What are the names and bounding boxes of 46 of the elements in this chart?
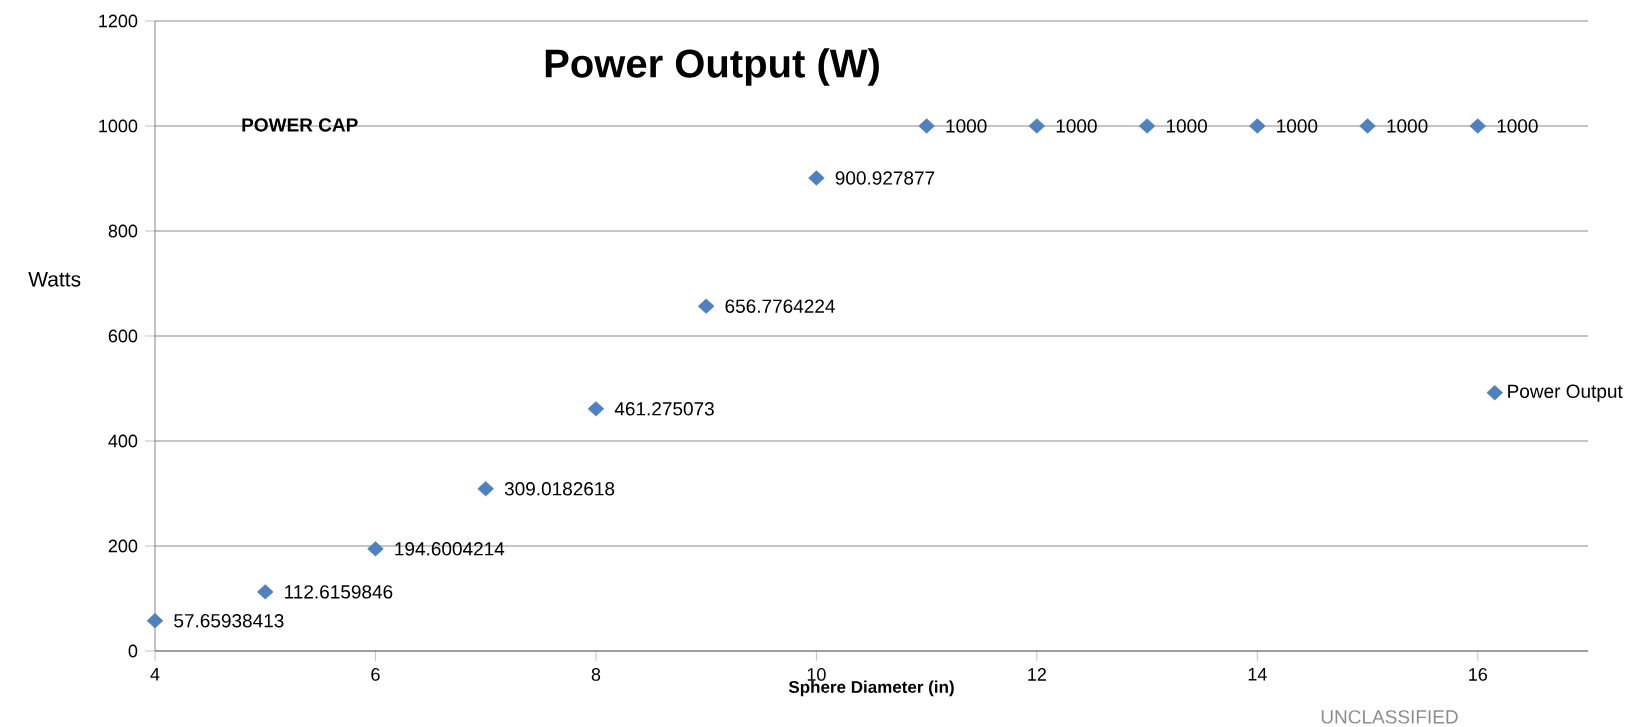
data-label: 194.6004214 [395, 542, 505, 556]
point [918, 118, 935, 134]
y-tick-label: 400 [108, 434, 138, 448]
data-label: 57.65938413 [174, 614, 284, 628]
point [1469, 118, 1487, 134]
y-tick-label: 800 [108, 224, 138, 238]
x-tick-label: 10 [807, 668, 826, 681]
point [367, 541, 384, 557]
point [587, 401, 605, 417]
point [808, 170, 825, 186]
data-label: 1000 [1277, 119, 1318, 133]
y-tick-label: 1200 [99, 14, 138, 28]
point [1028, 118, 1046, 134]
data-label: 900.927877 [835, 171, 935, 185]
data-label: 1000 [946, 119, 987, 133]
x-tick-label: 14 [1248, 668, 1267, 681]
x-axis-title: Sphere Diameter (in) [788, 680, 954, 697]
point [1359, 118, 1376, 134]
annotation: POWER CAP [242, 118, 358, 132]
x-tick-label: 12 [1028, 668, 1046, 681]
y-tick-label: 200 [108, 539, 138, 553]
data-label: 1000 [1497, 119, 1538, 133]
data-label: 112.6159846 [285, 585, 393, 599]
y-tick-label: 0 [128, 644, 138, 658]
data-label: 1000 [1166, 119, 1207, 133]
x-tick-label: 16 [1469, 668, 1488, 681]
y-tick-label: 1000 [99, 119, 138, 133]
point [477, 481, 494, 497]
y-tick-label: 600 [108, 329, 138, 343]
x-tick-label: 6 [371, 668, 380, 681]
text: UNCLASSIFIED [1321, 710, 1458, 724]
point [1138, 118, 1156, 134]
point [1249, 118, 1266, 134]
x-tick-label: 4 [150, 668, 160, 681]
point [697, 298, 715, 314]
text: Power Output (W) [545, 48, 879, 86]
data-label: 1000 [1387, 119, 1428, 133]
point [146, 613, 164, 629]
data-label: 461.275073 [614, 402, 714, 416]
data-label: 656.7764224 [725, 299, 835, 313]
y-axis-title: Watts [28, 271, 81, 287]
data-label: 309.0182618 [504, 482, 615, 496]
data-label: 1000 [1056, 119, 1097, 133]
point [257, 584, 274, 600]
x-tick-label: 8 [591, 668, 601, 681]
legend-label: Power Output [1508, 384, 1623, 402]
